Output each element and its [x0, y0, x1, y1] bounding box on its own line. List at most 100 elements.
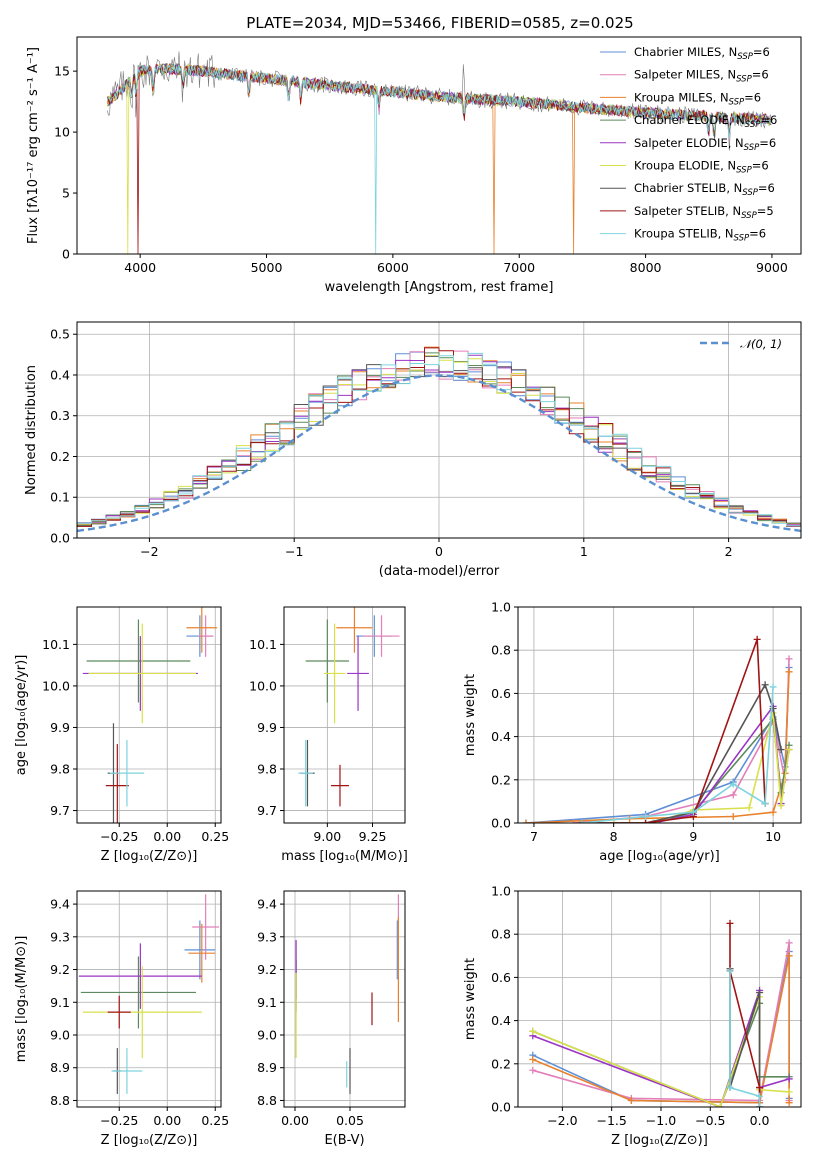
y-tick-label: 10.0	[249, 678, 277, 693]
error-bar-point	[363, 615, 400, 657]
y-tick-label: 10	[54, 125, 70, 140]
y-axis-label: Normed distribution	[24, 365, 39, 495]
y-tick-label: 9.0	[50, 1028, 70, 1043]
x-axis-label: wavelength [Angstrom, rest frame]	[325, 280, 554, 295]
y-tick-label: 9.2	[257, 962, 277, 977]
mass-weight-marker	[729, 780, 737, 788]
y-tick-label: 10.1	[249, 637, 277, 652]
x-tick-label: 9.00	[313, 829, 341, 844]
y-axis-label: mass [log₁₀(M/M⊙)]	[14, 936, 29, 1063]
x-axis-label: Z [log₁₀(Z/Z⊙)]	[101, 1133, 198, 1148]
error-bar-point	[192, 894, 220, 960]
y-tick-label: 10.1	[42, 637, 70, 652]
y-tick-label: 9.8	[257, 762, 277, 777]
mass-weight-marker	[716, 1103, 724, 1107]
axes-frame	[76, 36, 802, 255]
mass-weight-marker	[729, 813, 737, 821]
x-tick-label: 6000	[377, 260, 409, 275]
y-axis-label: mass weight	[463, 674, 478, 756]
figure-title: PLATE=2034, MJD=53466, FIBERID=0585, z=0…	[246, 14, 633, 32]
legend-entry: 𝒩(0, 1)	[740, 337, 782, 351]
x-axis-label: (data-model)/error	[379, 564, 500, 579]
error-bar-point	[305, 619, 350, 703]
x-tick-label: 0.00	[153, 1113, 181, 1128]
mass-weight-marker	[756, 1103, 764, 1107]
legend-entry: Salpeter STELIB, NSSP=5	[634, 204, 774, 221]
mass-weight-marker	[529, 1027, 537, 1035]
error-bar-point	[82, 966, 202, 1058]
legend-entry: Chabrier STELIB, NSSP=6	[634, 181, 775, 198]
y-tick-label: 9.7	[50, 803, 70, 818]
x-tick-label: −1	[285, 544, 303, 559]
y-tick-label: 8.9	[257, 1060, 277, 1075]
y-tick-label: 10.0	[42, 678, 70, 693]
y-tick-label: 9.4	[257, 897, 277, 912]
mass-weight-marker	[785, 668, 793, 676]
axes-frame	[76, 890, 222, 1108]
x-axis-label: age [log₁₀(age/yr)]	[599, 849, 720, 864]
y-tick-label: 0.2	[491, 1056, 511, 1071]
x-tick-label: 2	[725, 544, 733, 559]
y-tick-label: 1.0	[491, 600, 511, 615]
mass-weight-marker	[753, 635, 761, 643]
mass-weight-marker	[522, 819, 530, 823]
x-tick-label: 0.0	[750, 1113, 770, 1128]
plot-area	[77, 346, 801, 533]
error-bar-point	[78, 943, 202, 1009]
y-tick-label: 0.6	[491, 686, 511, 701]
mass-weight-series-line	[581, 682, 782, 823]
y-tick-label: 8.9	[50, 1060, 70, 1075]
x-tick-label: 9	[689, 829, 697, 844]
legend-entry: Salpeter MILES, NSSP=6	[634, 68, 769, 85]
legend-entry: Chabrier ELODIE, NSSP=6	[634, 113, 777, 130]
legend-entry: Chabrier MILES, NSSP=6	[634, 45, 770, 62]
x-tick-label: 5000	[251, 260, 283, 275]
y-tick-label: 0.4	[491, 729, 511, 744]
plot-area	[78, 894, 220, 1094]
error-bar-point	[186, 607, 218, 653]
x-tick-label: −0.25	[100, 829, 138, 844]
x-tick-label: 4000	[124, 260, 156, 275]
x-tick-label: 1	[580, 544, 588, 559]
mass-weight-marker	[756, 989, 764, 997]
legend-entry: Kroupa STELIB, NSSP=6	[634, 227, 766, 244]
y-tick-label: 0.3	[50, 408, 70, 423]
panel-mass-weight-vs-metallicity: −2.0 −1.5 −1.0 −0.5 0.0 0.0 0.2 0.4 0.6 0.8 1.0 Z […	[463, 884, 802, 1148]
axes-frame	[283, 890, 406, 1108]
error-bar-point	[330, 764, 350, 807]
y-axis-label: mass weight	[463, 958, 478, 1040]
y-tick-label: 5	[62, 186, 70, 201]
y-tick-label: 9.2	[50, 962, 70, 977]
model-histogram	[77, 347, 801, 527]
error-bar-point	[109, 739, 145, 807]
legend-entry: Salpeter ELODIE, NSSP=6	[634, 136, 776, 153]
mass-weight-marker	[756, 1092, 764, 1100]
mass-weight-marker	[745, 804, 753, 812]
y-tick-label: 0.6	[491, 970, 511, 985]
x-tick-label: −0.25	[100, 1113, 138, 1128]
x-tick-label: 0.25	[201, 829, 229, 844]
x-tick-label: 9.25	[359, 829, 387, 844]
plot-area	[529, 919, 793, 1107]
error-bar-point	[107, 995, 131, 1029]
model-histogram	[77, 355, 801, 526]
x-tick-label: −1.0	[646, 1113, 676, 1128]
mass-weight-marker	[578, 819, 586, 823]
mass-weight-marker	[689, 808, 697, 816]
panel-age-vs-metallicity: −0.25 0.00 0.25 9.7 9.8 9.9 10.0 10.1 Z [log₁₀(Z…	[14, 606, 229, 864]
x-tick-label: 10	[765, 829, 781, 844]
panel-mass-weight-vs-age: 7 8 9 10 0.0 0.2 0.4 0.6 0.8 1.0 age [log₁₀(age/yr…	[463, 600, 802, 864]
error-bar-point	[88, 623, 197, 724]
axes-frame	[76, 606, 222, 824]
plot-area	[298, 607, 400, 807]
axes-frame	[283, 606, 406, 824]
x-tick-label: 7	[530, 829, 538, 844]
mass-weight-marker	[785, 952, 793, 960]
x-tick-label: 0.25	[201, 1113, 229, 1128]
mass-weight-marker	[769, 705, 777, 713]
y-tick-label: 9.0	[257, 1028, 277, 1043]
mass-weight-marker	[777, 746, 785, 754]
mass-weight-marker	[642, 819, 650, 823]
x-tick-label: 0	[435, 544, 443, 559]
y-tick-label: 0.1	[50, 490, 70, 505]
